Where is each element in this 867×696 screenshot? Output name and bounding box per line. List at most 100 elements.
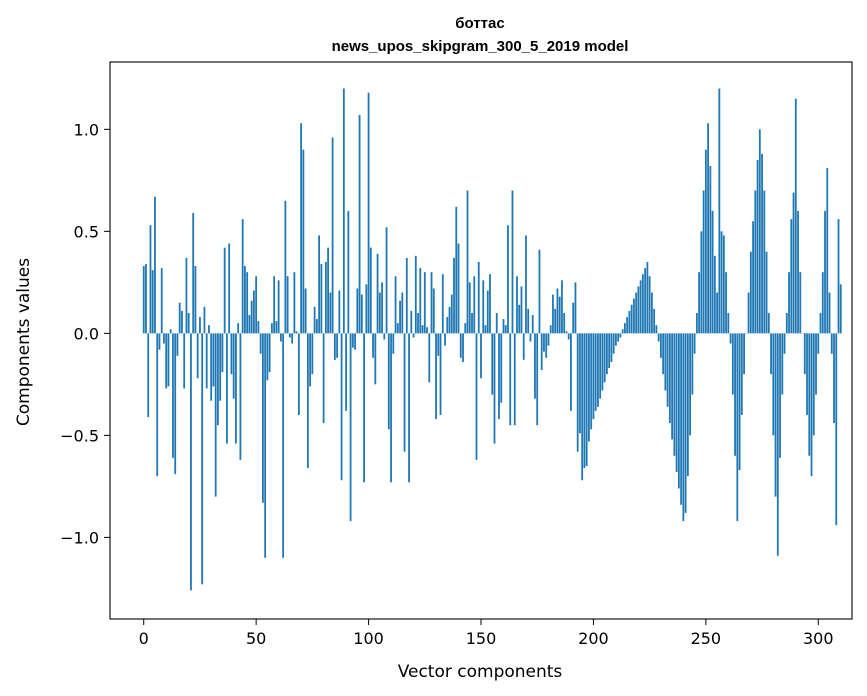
bar [275,321,278,334]
bar [489,274,491,334]
bar [556,288,559,334]
bar [441,274,444,334]
bar [601,333,604,391]
bar [527,308,530,334]
bar [430,272,433,334]
bar [165,333,168,389]
bar [525,235,527,334]
bar [583,333,586,469]
bar [336,333,338,358]
bar [183,333,186,389]
bar [507,225,509,334]
bar [477,261,480,334]
bar [540,333,543,371]
x-axis-label: Vector components [398,662,563,682]
bar [351,333,354,348]
bar [217,333,219,426]
bar [484,325,487,334]
bar [457,243,460,334]
chart-subtitle: news_upos_skipgram_300_5_2019 model [332,38,629,55]
bar [574,282,577,334]
bar [163,333,165,344]
bar [727,312,730,334]
x-tick-label: 0 [139,629,149,648]
bar [244,266,246,334]
bar [428,333,431,383]
bar [450,294,453,334]
bar [417,312,419,334]
bar [178,302,181,334]
bar [439,333,442,415]
bar [266,333,269,381]
bar [779,333,781,458]
bar [201,333,204,585]
bar [432,288,435,334]
bar [612,333,615,354]
x-tick-label: 250 [691,629,722,648]
bar [579,333,581,434]
bar [790,219,793,334]
bar [781,333,784,395]
bar [552,294,554,334]
bar [387,333,390,430]
bar [176,333,179,356]
bar [758,129,761,334]
bar [419,268,422,334]
bar [318,235,321,334]
bar [486,290,489,334]
bar [358,115,361,334]
bar [257,321,260,334]
bar [794,98,797,334]
bar [205,333,208,389]
bar [518,304,521,334]
bar [268,333,271,373]
bar [250,300,253,334]
y-axis-label: Components values [14,258,34,426]
bar [819,312,822,334]
bar [444,333,446,346]
bar [650,292,653,334]
bar [156,333,159,477]
bar [322,333,325,424]
bar [731,333,734,395]
bar [812,333,815,436]
x-tick-label: 100 [353,629,384,648]
bar [446,317,449,334]
bar [199,317,201,334]
bar [399,300,401,334]
y-tick-label: −1.0 [60,528,99,547]
bar [752,221,754,334]
bar [498,333,500,420]
bar [785,312,788,334]
bar [372,333,374,358]
chart-title: боттас [455,15,504,32]
bar [621,329,624,334]
bar [835,333,838,526]
bar [471,312,473,334]
bar [639,280,642,334]
bar [641,274,644,334]
bar [767,312,770,334]
bar [655,325,658,334]
bar [711,210,714,334]
bar [381,282,383,334]
bar [826,168,829,334]
bar [149,225,152,334]
bar [279,333,282,342]
bar [545,333,548,358]
bar [522,333,525,360]
bar [628,310,631,334]
bar [248,315,251,334]
bar [219,333,222,401]
bar [145,263,147,334]
bar [414,255,417,334]
bar [495,312,498,334]
bar [815,333,817,395]
bar [671,333,674,440]
bar [376,253,379,334]
bar [529,333,532,342]
bar [558,296,561,334]
bar [459,333,462,358]
bar [549,325,552,334]
